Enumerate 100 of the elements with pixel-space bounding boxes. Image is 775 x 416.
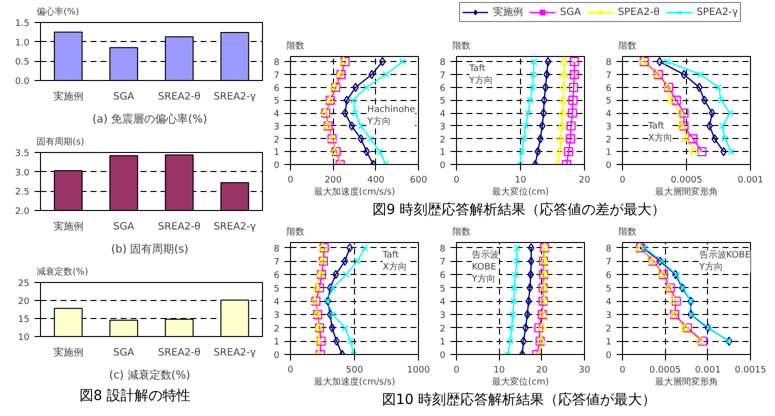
y-axis-title: 階数 — [452, 226, 470, 238]
point — [530, 71, 537, 78]
point — [362, 84, 370, 91]
point — [527, 270, 534, 280]
y-tick-label: 4 — [274, 298, 280, 308]
point — [543, 70, 550, 80]
point — [656, 57, 663, 66]
y-tick-label: 3 — [606, 311, 612, 321]
caption: 図9 時刻歴応答解析結果（応答値の差が最大） — [372, 201, 666, 220]
x-tick-label: SREA2-γ — [214, 92, 256, 102]
point — [558, 94, 568, 104]
point — [528, 243, 534, 252]
y-tick-label: 5 — [606, 284, 612, 294]
text: (a) 免震層の偏心率(%) — [92, 112, 208, 126]
y-axis-title: 階数 — [286, 226, 304, 238]
point — [676, 120, 686, 129]
x-tick-label: 600 — [410, 176, 428, 186]
x-axis-title: 最大層間変形角 — [655, 376, 718, 388]
point — [342, 271, 350, 278]
y-tick-label: 8 — [440, 244, 446, 254]
point — [682, 323, 692, 332]
point — [708, 108, 716, 118]
point — [534, 147, 542, 156]
point — [526, 283, 534, 292]
y-tick-label: 1 — [440, 148, 446, 158]
point — [525, 296, 532, 306]
point — [701, 96, 708, 105]
y-tick-label: 3 — [440, 122, 446, 132]
point — [510, 298, 518, 305]
point — [711, 134, 718, 144]
x-tick-label: 400 — [367, 176, 385, 186]
point — [558, 82, 568, 90]
point — [506, 338, 514, 345]
point — [697, 147, 706, 156]
y-tick-label: 2 — [274, 135, 280, 146]
y-axis-title: 階数 — [618, 40, 636, 52]
x-tick-label: SGA — [113, 348, 134, 358]
point — [706, 121, 713, 131]
y-tick-label: 4 — [440, 298, 446, 308]
x-tick-label: 30 — [578, 366, 590, 376]
point — [342, 108, 348, 118]
point — [314, 283, 324, 292]
y-tick-label: 8 — [440, 58, 446, 68]
point — [720, 147, 727, 156]
caption: 図10 時刻歴応答解析結果（応答値が最大） — [382, 391, 656, 410]
y-tick-label: 2 — [606, 324, 612, 334]
y-tick-label: 0.5 — [15, 58, 30, 68]
y-tick-label: 5 — [274, 96, 280, 107]
y-tick-label: 0 — [606, 161, 612, 171]
y-tick-label: 3.5 — [15, 149, 30, 159]
point — [559, 56, 569, 65]
point — [326, 310, 334, 320]
x-tick-label: 0 — [288, 176, 294, 186]
annotation: Hachinohe Y方向 — [366, 105, 416, 128]
point — [570, 70, 579, 80]
y-tick-label: 1 — [274, 148, 280, 158]
x-tick-label: 1000 — [407, 366, 430, 376]
y-tick-label: 6 — [274, 271, 280, 281]
y-tick-label: 5 — [440, 284, 446, 294]
point — [352, 110, 359, 116]
x-tick-label: 0.001 — [694, 366, 721, 376]
point — [357, 122, 364, 130]
point — [570, 57, 579, 66]
x-tick-label: SREA2-θ — [158, 348, 201, 358]
y-tick-label: 0 — [440, 161, 446, 171]
point — [728, 148, 735, 156]
y-tick-label: 5 — [606, 96, 612, 107]
x-tick-label: 20 — [578, 176, 590, 186]
point — [512, 271, 519, 278]
point — [676, 108, 685, 116]
point — [332, 270, 340, 280]
annotation: Taft X方向 — [382, 250, 407, 272]
point — [528, 256, 534, 266]
y-tick-label: 4 — [274, 110, 280, 120]
y-tick-label: 8 — [606, 244, 612, 254]
point — [350, 96, 357, 104]
point — [316, 336, 326, 346]
y-tick-label: 6 — [606, 84, 612, 94]
x-tick-label: SREA2-θ — [158, 92, 201, 102]
x-tick-label: 0.0005 — [670, 176, 702, 186]
point — [696, 82, 703, 92]
point — [666, 94, 676, 104]
point — [524, 310, 531, 320]
point — [530, 58, 538, 66]
x-tick-label: SREA2-γ — [214, 348, 256, 358]
point — [721, 135, 728, 142]
y-tick-label: 15 — [18, 315, 30, 325]
point — [352, 82, 359, 92]
y-tick-label: 0 — [274, 161, 280, 171]
point — [509, 311, 516, 318]
y-tick-label: 4 — [606, 298, 612, 308]
point — [366, 135, 374, 142]
point — [348, 121, 355, 131]
point — [568, 96, 578, 105]
y-tick-label: 7 — [440, 71, 446, 81]
point — [346, 243, 354, 252]
point — [344, 96, 350, 105]
annotation: 告示波KOBE Y方向 — [698, 249, 751, 272]
y-tick-label: 5 — [274, 284, 280, 294]
y-tick-label: 0.0 — [15, 77, 30, 87]
